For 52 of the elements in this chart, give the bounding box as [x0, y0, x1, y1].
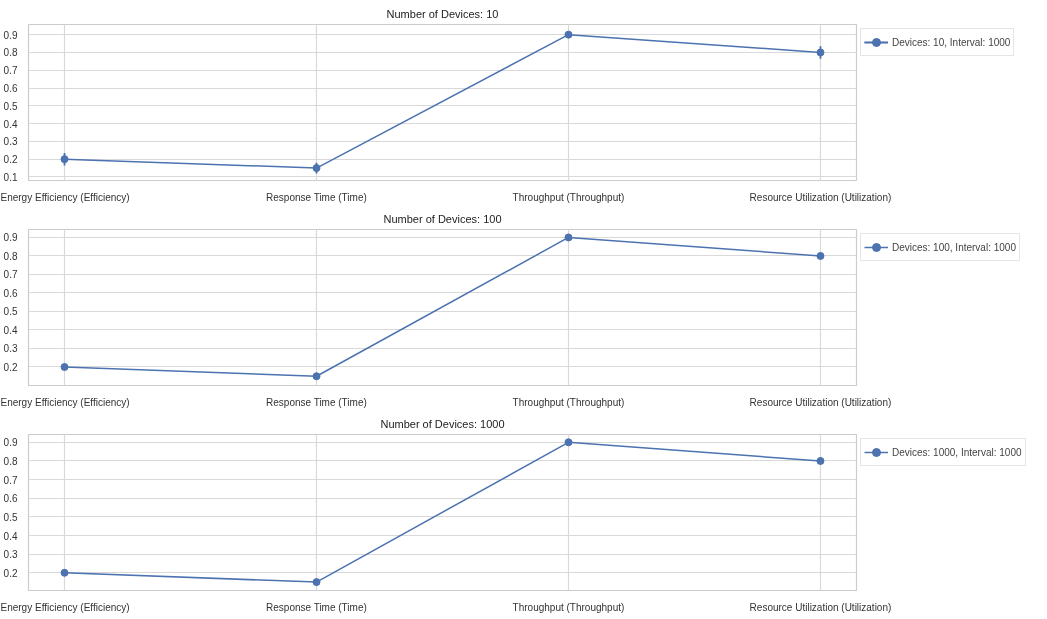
point	[816, 456, 825, 465]
point	[60, 363, 69, 371]
y-tick-label: 0.9	[3, 29, 18, 41]
y-tick-label: 0.5	[3, 511, 18, 523]
x-tick-label: Response Time (Time)	[266, 396, 367, 408]
x-tick-label: Response Time (Time)	[266, 601, 367, 613]
y-tick-label: 0.6	[3, 493, 18, 505]
y-tick-label: 0.3	[3, 549, 18, 561]
x-tick-label: Resource Utilization (Utilization)	[749, 601, 892, 613]
point	[564, 30, 573, 39]
y-tick-label: 0.3	[3, 343, 18, 355]
chart-title: Number of Devices: 10	[386, 7, 499, 20]
x-tick-label: Throughput (Throughput)	[512, 191, 625, 203]
y-tick-label: 0.1	[3, 171, 18, 183]
y-tick-label: 0.4	[3, 530, 18, 542]
y-tick-label: 0.8	[3, 47, 18, 59]
y-tick-label: 0.2	[3, 567, 18, 579]
y-tick-label: 0.2	[3, 154, 18, 166]
y-tick-label: 0.5	[3, 306, 18, 318]
y-tick-label: 0.8	[3, 455, 18, 467]
x-tick-label: Throughput (Throughput)	[512, 396, 625, 408]
point	[312, 372, 321, 381]
x-tick-label: Resource Utilization (Utilization)	[749, 396, 892, 408]
point	[60, 568, 69, 577]
legend-label: Devices: 100, Interval: 1000	[892, 241, 1016, 253]
y-tick-label: 0.8	[3, 250, 18, 262]
y-tick-label: 0.7	[3, 65, 18, 77]
y-tick-label: 0.4	[3, 324, 18, 336]
point	[564, 438, 573, 447]
x-tick-label: Energy Efficiency (Efficiency)	[0, 191, 130, 203]
x-tick-label: Throughput (Throughput)	[512, 601, 625, 613]
y-tick-label: 0.7	[3, 474, 18, 486]
y-tick-label: 0.7	[3, 269, 18, 281]
y-tick-label: 0.9	[3, 232, 18, 244]
x-tick-label: Energy Efficiency (Efficiency)	[0, 601, 130, 613]
y-tick-label: 0.9	[3, 437, 18, 449]
point	[816, 251, 825, 260]
point	[312, 578, 321, 587]
point	[564, 233, 573, 242]
y-tick-label: 0.5	[3, 100, 18, 112]
legend-label: Devices: 10, Interval: 1000	[892, 36, 1011, 48]
x-tick-label: Resource Utilization (Utilization)	[749, 191, 892, 203]
chart-title: Number of Devices: 1000	[380, 417, 505, 430]
legend-label: Devices: 1000, Interval: 1000	[892, 446, 1022, 458]
y-tick-label: 0.2	[3, 361, 18, 373]
y-tick-label: 0.3	[3, 136, 18, 148]
x-tick-label: Energy Efficiency (Efficiency)	[0, 396, 130, 408]
y-tick-label: 0.4	[3, 118, 18, 130]
y-tick-label: 0.6	[3, 83, 18, 94]
y-tick-label: 0.6	[3, 287, 18, 299]
chart-title: Number of Devices: 100	[383, 212, 502, 225]
x-tick-label: Response Time (Time)	[266, 191, 367, 203]
